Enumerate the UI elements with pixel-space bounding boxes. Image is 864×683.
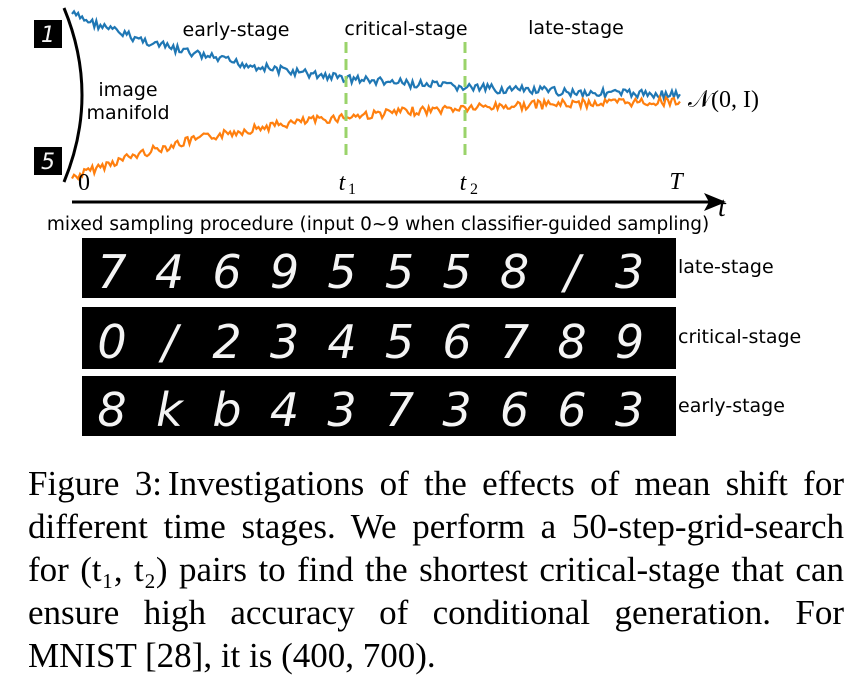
strip-label: critical-stage [678,326,801,348]
strip-critical-stage: 0/2 3 4 5 6 7 8 9 critical-stage [82,307,801,369]
manifold-label-line2: manifold [86,102,169,124]
tick-label-t2-sub: 2 [470,181,478,198]
tick-label-T: T [669,169,684,195]
strip-digit: 3 [442,383,471,437]
time-axis-label: t [718,192,727,223]
stage-label-early: early-stage [183,19,290,41]
time-axis-arrowhead [704,193,726,211]
strip-digit: 4 [327,315,356,369]
strip-background [82,238,676,298]
manifold-label-line1: image [98,79,157,101]
strip-digit: 9 [615,315,644,369]
strip-digit: b [212,383,241,437]
strip-digit: 6 [500,383,529,437]
tick-label-t2: t [460,170,468,196]
svg-text:5: 5 [41,150,55,175]
stage-label-critical: critical-stage [344,18,467,40]
blue-series-line [71,9,681,103]
top-digit-icon: 1 [34,20,62,48]
strip-digit: 5 [385,245,414,299]
strip-digit: 9 [270,245,299,299]
strip-digit: 0 [97,315,126,369]
bottom-digit-icon: 5 [34,147,62,175]
strip-digit: 5 [327,245,356,299]
caption-text: Investigations of the effects of mean sh… [28,464,844,675]
svg-text:1: 1 [41,23,55,48]
strip-digit: 6 [212,245,241,299]
strip-digit: 6 [442,315,471,369]
strip-digit: k [156,383,185,437]
strip-digit: 7 [500,315,529,369]
strip-digit: 6 [557,383,586,437]
strip-late-stage: 7 4 6 9 5 5 5 8/3 late-stage [82,238,774,299]
strip-digit: 3 [615,383,644,437]
caption-prefix: Figure 3: [28,464,162,503]
stage-label-late: late-stage [528,17,624,39]
strip-digit: 8 [557,315,586,369]
manifold-bracket [62,7,84,183]
strip-background [82,307,676,369]
strip-digit: 7 [385,383,414,437]
strip-label: early-stage [678,395,785,417]
strip-digit: 3 [270,315,299,369]
orange-series-line [71,93,681,182]
strip-digit: 7 [97,245,126,299]
strip-digit: 8 [97,383,126,437]
tick-label-t1-sub: 1 [348,181,356,198]
gaussian-label: 𝒩(0, I) [688,87,759,113]
tick-label-t1: t [339,170,347,196]
strip-digit: 2 [212,315,241,369]
strip-digit: 3 [327,383,356,437]
strip-digit: 5 [385,315,414,369]
figure-caption: Figure 3: Investigations of the effects o… [28,462,844,677]
procedure-label: mixed sampling procedure (input 0~9 when… [47,214,709,235]
strip-digit: 5 [442,245,471,299]
strip-digit: 4 [270,383,299,437]
figure-diagram: 1 5 image manifold early-stage critical-… [34,7,801,437]
strip-digit: 8 [500,245,529,299]
strip-digit: 3 [615,245,644,299]
tick-label-zero: 0 [78,170,90,196]
strip-background [82,376,676,436]
strip-label: late-stage [678,256,774,278]
strip-digit: 4 [155,245,184,299]
